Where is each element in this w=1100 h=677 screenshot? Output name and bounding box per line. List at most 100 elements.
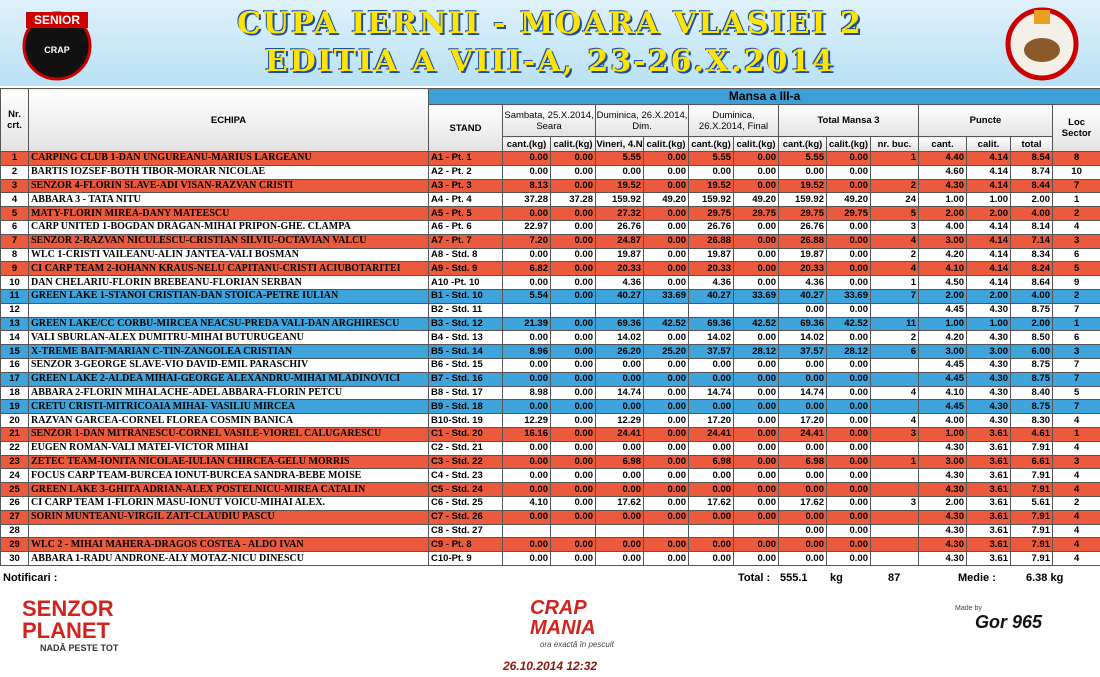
echipa: FOCUS CARP TEAM-BURCEA IONUT-BURCEA SAND… (28, 468, 429, 484)
loc: 4 (1051, 468, 1100, 484)
total-cant: 0.00 (778, 482, 827, 497)
puncte-calit: 4.14 (966, 178, 1011, 194)
logo-left: SENIOR CRAP (22, 11, 92, 81)
s2-calit: 0.00 (643, 164, 689, 180)
header-sub: calit.(kg) (826, 136, 871, 152)
s2-calit: 0.00 (643, 261, 689, 277)
row: 12 B2 - Std. 11 0.00 0.00 4.45 4.30 8.75 7 (0, 302, 1100, 318)
puncte-total: 8.75 (1010, 357, 1053, 373)
loc: 9 (1051, 275, 1100, 290)
s1-calit: 0.00 (550, 178, 596, 194)
s3-cant: 0.00 (688, 482, 734, 497)
s1-cant: 0.00 (502, 206, 551, 221)
stand: C3 - Std. 22 (428, 454, 503, 470)
puncte-cant: 4.20 (918, 247, 967, 263)
nr-buc (870, 509, 919, 525)
puncte-cant: 4.30 (918, 440, 967, 456)
echipa: X-TREME BAIT-MARIAN C-TIN-ZANGOLEA CRIST… (28, 344, 429, 359)
s2-calit: 0.00 (643, 468, 689, 484)
puncte-total: 8.40 (1010, 385, 1053, 401)
nr-buc (870, 357, 919, 373)
puncte-calit: 4.14 (966, 151, 1011, 166)
s1-calit: 0.00 (550, 275, 596, 290)
s3-calit: 0.00 (733, 151, 779, 166)
puncte-total: 4.00 (1010, 288, 1053, 304)
puncte-cant: 3.00 (918, 233, 967, 249)
s2-calit: 0.00 (643, 357, 689, 373)
s2-calit: 0.00 (643, 551, 689, 566)
stand: B1 - Std. 10 (428, 288, 503, 304)
header-session: Sambata, 25.X.2014, Seara (502, 104, 596, 137)
s2-calit: 25.20 (643, 344, 689, 359)
s2-cant: 26.76 (595, 219, 644, 235)
stand: C4 - Std. 23 (428, 468, 503, 484)
puncte-calit: 3.61 (966, 537, 1011, 553)
header-sub: calit.(kg) (733, 136, 779, 152)
s3-calit: 0.00 (733, 468, 779, 484)
s3-cant: 4.36 (688, 275, 734, 290)
nr: 15 (0, 344, 29, 359)
s1-calit (550, 302, 596, 318)
total-cant: 26.76 (778, 219, 827, 235)
stand: C5 - Std. 24 (428, 482, 503, 497)
s3-cant: 19.87 (688, 247, 734, 263)
puncte-total: 8.75 (1010, 371, 1053, 387)
header-sub: cant. (918, 136, 967, 152)
s1-calit: 0.00 (550, 164, 596, 180)
loc: 5 (1051, 261, 1100, 277)
total-cant: 37.57 (778, 344, 827, 359)
s2-cant: 5.55 (595, 151, 644, 166)
puncte-total: 2.00 (1010, 316, 1053, 332)
nr-buc: 5 (870, 206, 919, 221)
s2-cant: 24.41 (595, 426, 644, 442)
puncte-calit: 4.14 (966, 247, 1011, 263)
header-mansa: Mansa a III-a (427, 88, 1100, 105)
loc: 7 (1051, 178, 1100, 194)
s3-cant: 40.27 (688, 288, 734, 304)
nr: 3 (0, 178, 29, 194)
echipa: CARPING CLUB 1-DAN UNGUREANU-MARIUS LARG… (28, 151, 429, 166)
nr: 17 (0, 371, 29, 387)
nr: 16 (0, 357, 29, 373)
echipa (28, 523, 429, 539)
row: 25 GREEN LAKE 3-GHITA ADRIAN-ALEX POSTELN… (0, 482, 1100, 497)
s2-cant: 0.00 (595, 482, 644, 497)
nr: 28 (0, 523, 29, 539)
s1-calit: 0.00 (550, 468, 596, 484)
puncte-cant: 4.40 (918, 151, 967, 166)
total-calit: 0.00 (826, 164, 871, 180)
s3-cant: 24.41 (688, 426, 734, 442)
total-calit: 0.00 (826, 275, 871, 290)
subtitle: EDITIA A VIII-A, 23-26.X.2014 (264, 44, 836, 79)
total-calit: 0.00 (826, 468, 871, 484)
total-calit: 0.00 (826, 357, 871, 373)
crap-tag: ora exactă în pescuit (540, 640, 614, 649)
nr: 18 (0, 385, 29, 401)
puncte-total: 8.14 (1010, 219, 1053, 235)
s2-calit: 42.52 (643, 316, 689, 332)
stand: B7 - Std. 16 (428, 371, 503, 387)
echipa: WLC 2 - MIHAI MAHERA-DRAGOS COSTEA - ALD… (28, 537, 429, 553)
s2-cant: 0.00 (595, 164, 644, 180)
row: 7 SENZOR 2-RAZVAN NICULESCU-CRISTIAN SILV… (0, 233, 1100, 249)
logo-text: SENIOR (34, 13, 80, 27)
s1-cant: 21.39 (502, 316, 551, 332)
total-calit: 0.00 (826, 385, 871, 401)
total-cant: 159.92 (778, 192, 827, 208)
total-cant: 5.55 (778, 151, 827, 166)
nr-buc (870, 468, 919, 484)
s3-calit: 0.00 (733, 509, 779, 525)
nr-buc: 24 (870, 192, 919, 208)
stand: C6 - Std. 25 (428, 495, 503, 511)
echipa: SENZOR 4-FLORIN SLAVE-ADI VISAN-RAZVAN C… (28, 178, 429, 194)
notificari: Notificari : (3, 572, 58, 584)
loc: 4 (1051, 509, 1100, 525)
puncte-calit: 2.00 (966, 206, 1011, 221)
nr: 10 (0, 275, 29, 290)
s1-cant: 7.20 (502, 233, 551, 249)
loc: 7 (1051, 302, 1100, 318)
stand: B6 - Std. 15 (428, 357, 503, 373)
s1-calit: 0.00 (550, 537, 596, 553)
s2-cant: 14.02 (595, 330, 644, 346)
puncte-cant: 4.30 (918, 468, 967, 484)
